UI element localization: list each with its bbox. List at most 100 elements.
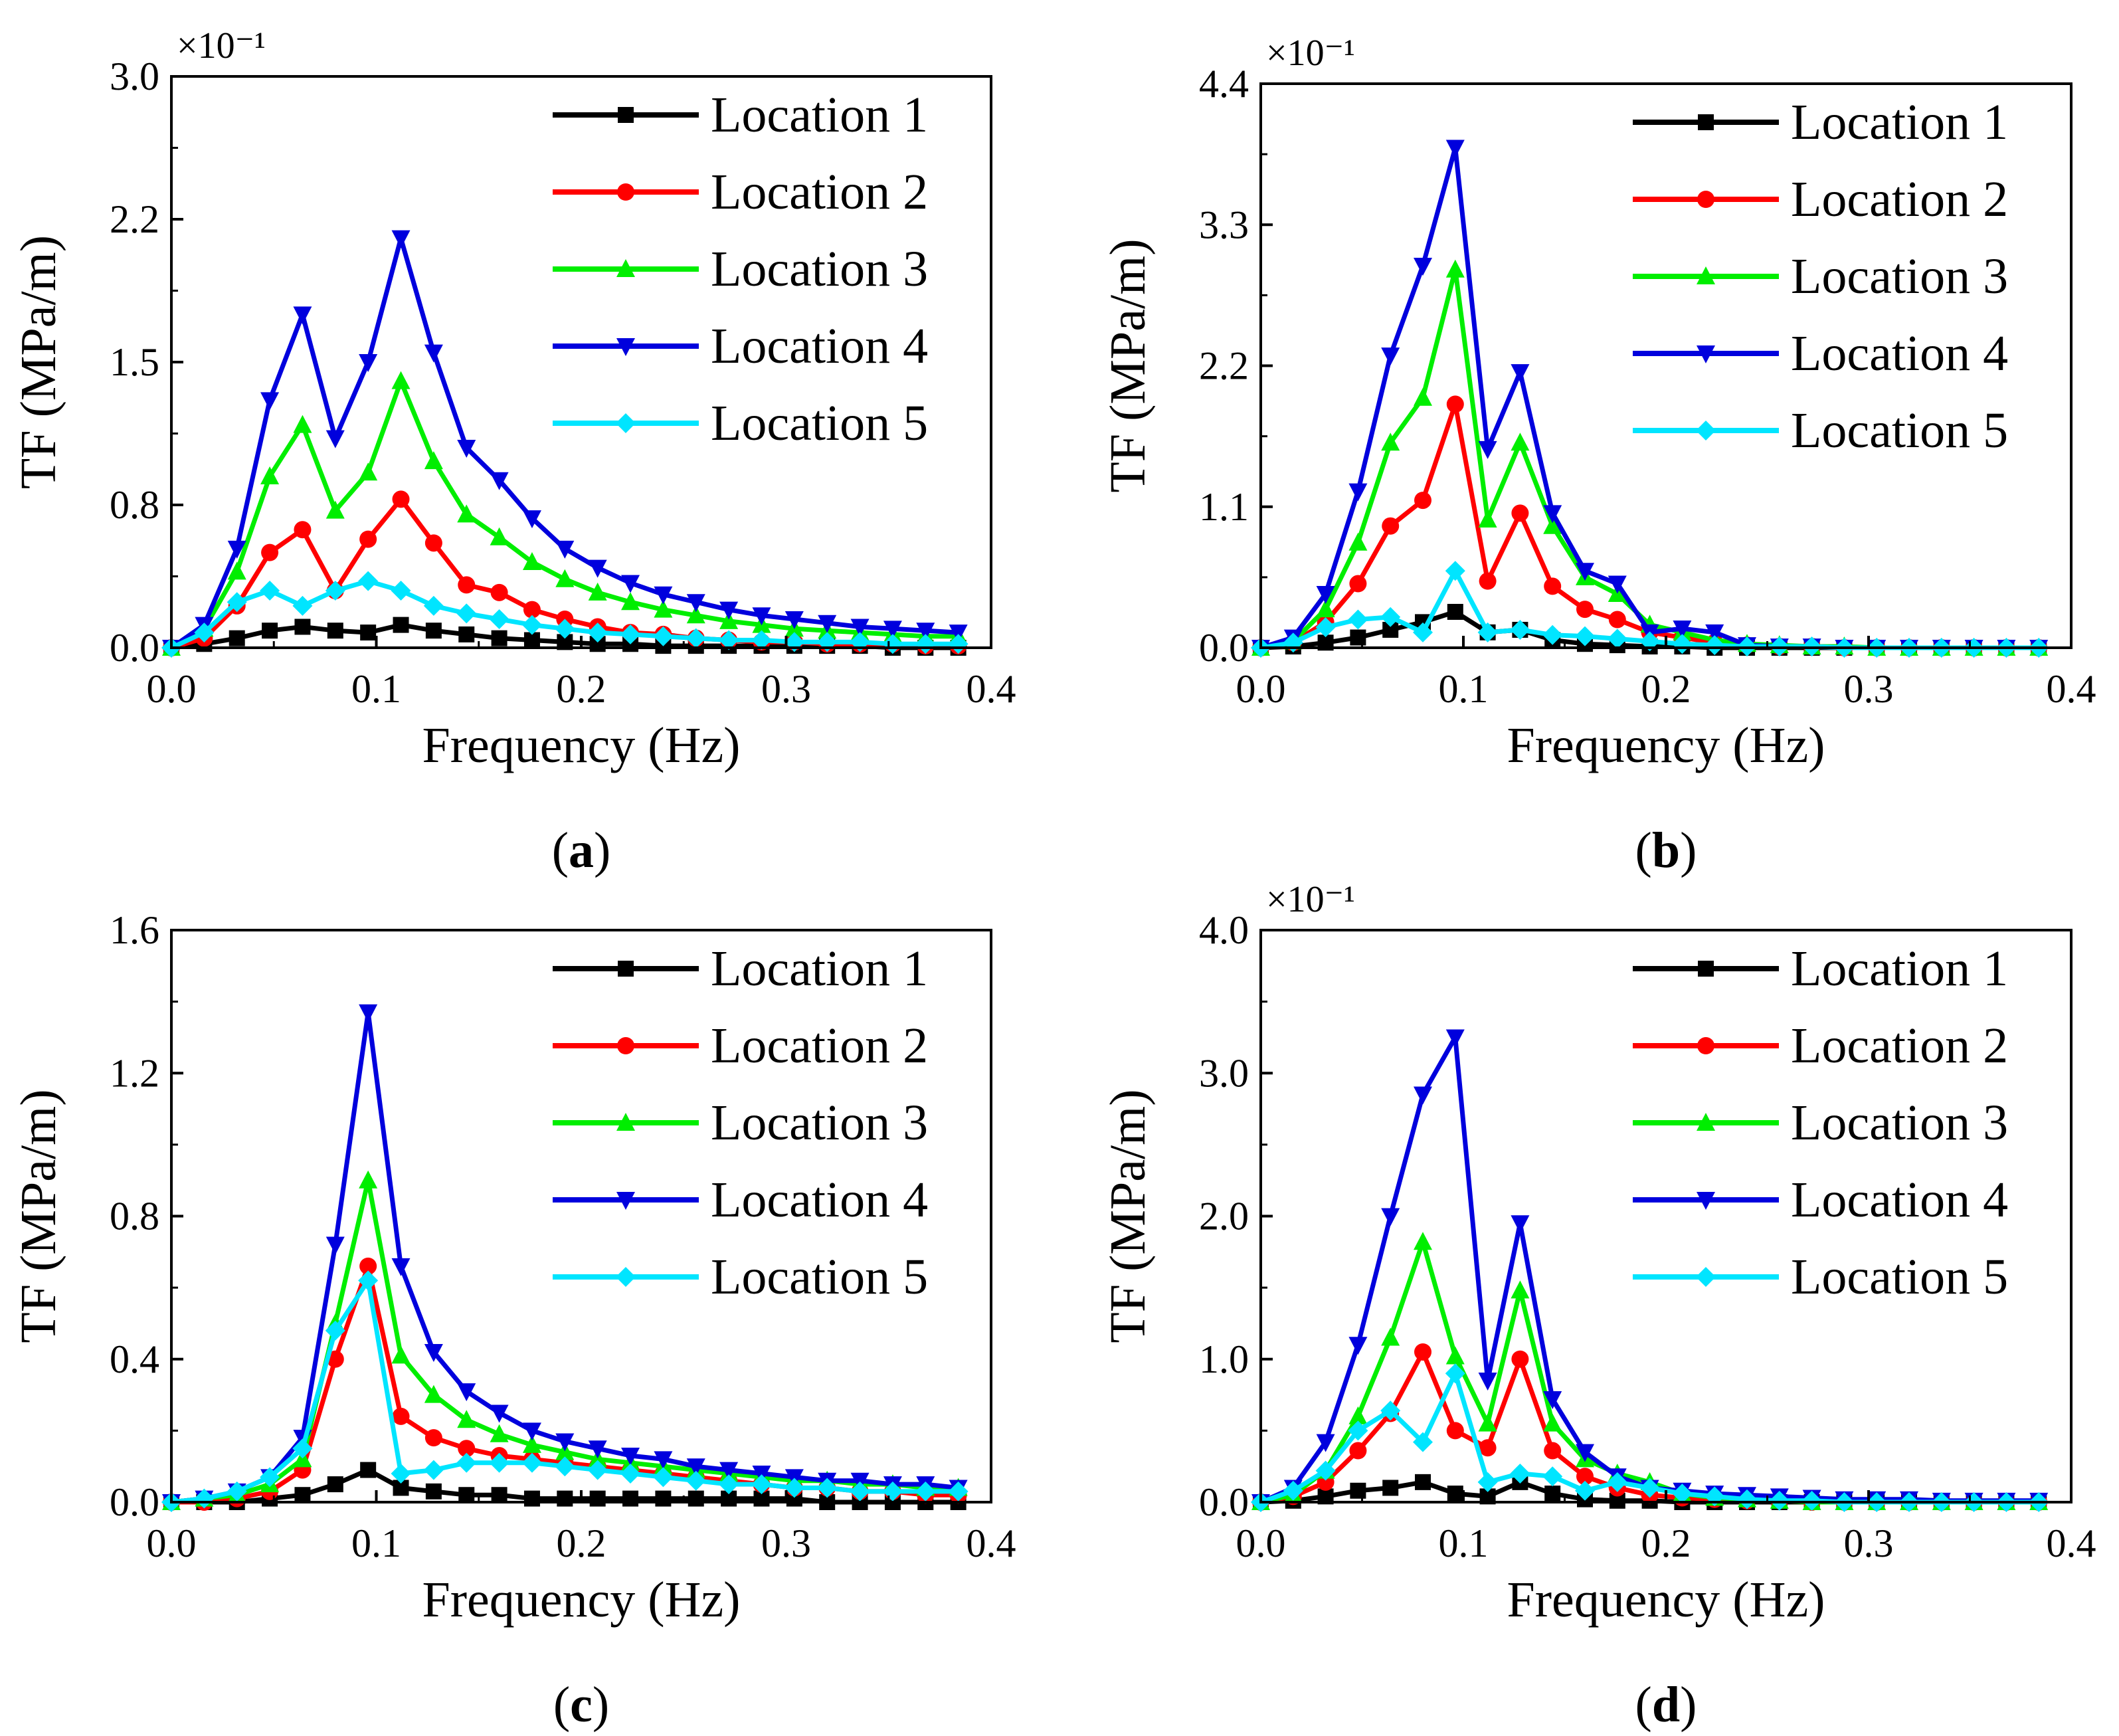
data-point xyxy=(489,609,509,629)
data-point xyxy=(1350,1482,1366,1499)
data-point xyxy=(751,630,772,650)
legend-entry-2: Location 2 xyxy=(553,1018,928,1074)
data-point xyxy=(653,1467,674,1488)
legend-label: Location 3 xyxy=(711,1095,928,1151)
data-point xyxy=(293,415,312,433)
data-point xyxy=(1543,516,1562,534)
x-tick-label: 0.4 xyxy=(2047,667,2096,711)
data-point xyxy=(523,1490,540,1507)
data-point xyxy=(424,451,443,470)
data-point xyxy=(522,1434,541,1453)
data-point xyxy=(491,630,507,646)
legend-label: Location 2 xyxy=(711,1018,928,1074)
data-point xyxy=(1380,607,1401,627)
axis-multiplier: ×10⁻¹ xyxy=(1266,879,1355,920)
data-point xyxy=(686,594,705,613)
x-tick-label: 0.3 xyxy=(1844,1521,1894,1565)
data-point xyxy=(621,592,640,611)
data-point xyxy=(883,621,902,639)
data-point xyxy=(587,1460,608,1480)
legend-marker xyxy=(1696,421,1716,440)
x-axis-label: Frequency (Hz) xyxy=(422,1572,740,1628)
chart-panel-c: 0.0 0.1 0.2 0.3 0.4 0.0 0.4 0.8 1.2 1.6 Frequency … xyxy=(11,908,1016,1733)
y-tick-label: 0.4 xyxy=(110,1337,159,1381)
data-point xyxy=(1543,1413,1562,1432)
data-point xyxy=(1608,575,1627,594)
legend-marker xyxy=(616,1192,635,1210)
y-tick-label: 0.0 xyxy=(110,626,159,670)
data-point xyxy=(227,592,247,613)
legend-entry-1: Location 1 xyxy=(553,941,928,997)
data-point xyxy=(1511,1215,1530,1234)
data-point xyxy=(360,1462,377,1478)
legend-label: Location 4 xyxy=(711,1172,928,1228)
data-point xyxy=(393,617,409,633)
data-point xyxy=(1414,1343,1431,1361)
data-point xyxy=(1382,1480,1399,1496)
x-tick-label: 0.1 xyxy=(351,667,401,711)
data-point xyxy=(654,586,673,605)
legend-entry-5: Location 5 xyxy=(1633,403,2008,458)
data-point xyxy=(523,601,541,619)
data-point xyxy=(916,623,935,641)
data-point xyxy=(424,344,443,363)
data-point xyxy=(1576,1444,1594,1462)
legend-marker xyxy=(1697,345,1715,363)
data-point xyxy=(850,619,870,637)
x-axis-label: Frequency (Hz) xyxy=(1507,1572,1825,1628)
data-point xyxy=(521,615,542,635)
data-point xyxy=(1447,1486,1463,1502)
data-point xyxy=(588,582,607,601)
data-point xyxy=(456,603,477,624)
series-5 xyxy=(161,1270,968,1512)
data-point xyxy=(654,1451,673,1470)
data-point xyxy=(1477,622,1498,642)
data-point xyxy=(424,1343,443,1362)
data-point xyxy=(424,534,442,552)
legend-entry-2: Location 2 xyxy=(1633,1018,2008,1074)
y-axis-label: TF (MPa/m) xyxy=(1100,239,1156,492)
data-point xyxy=(489,1452,509,1473)
data-point xyxy=(325,500,345,519)
data-point xyxy=(1544,577,1562,595)
data-point xyxy=(1479,1439,1497,1457)
data-point xyxy=(391,1463,411,1484)
data-point xyxy=(325,430,345,448)
data-point xyxy=(1511,433,1530,451)
data-point xyxy=(522,510,541,529)
data-point xyxy=(1478,510,1497,528)
data-point xyxy=(1348,1406,1368,1424)
data-point xyxy=(490,1424,509,1442)
legend-marker xyxy=(616,1113,635,1131)
data-point xyxy=(359,1004,378,1022)
data-point xyxy=(555,619,575,639)
data-point xyxy=(850,1481,870,1501)
data-point xyxy=(490,472,509,490)
data-point xyxy=(458,1440,476,1458)
data-point xyxy=(751,1474,772,1495)
legend-entry-2: Location 2 xyxy=(553,164,928,220)
data-point xyxy=(686,1458,705,1477)
data-point xyxy=(391,230,411,248)
data-point xyxy=(1348,1420,1368,1441)
x-tick-label: 0.2 xyxy=(557,667,606,711)
data-point xyxy=(620,624,641,644)
data-point xyxy=(688,1490,704,1507)
data-point xyxy=(949,625,968,643)
data-point xyxy=(1445,1363,1465,1384)
legend-label: Location 3 xyxy=(1791,1095,2008,1151)
x-tick-label: 0.4 xyxy=(2047,1521,2096,1565)
data-point xyxy=(294,521,312,539)
data-point xyxy=(425,1483,442,1499)
chart-panel-d: 0.0 0.1 0.2 0.3 0.4 0.0 1.0 2.0 3.0 4.0 ×10⁻¹ Frequ… xyxy=(1100,879,2096,1733)
data-point xyxy=(1316,1434,1335,1452)
data-point xyxy=(1542,1466,1563,1487)
data-point xyxy=(1381,1327,1400,1346)
data-point xyxy=(292,595,313,616)
data-point xyxy=(229,630,245,646)
data-point xyxy=(391,1345,411,1364)
data-point xyxy=(621,575,640,593)
caption-paren: ( xyxy=(1635,822,1652,878)
data-point xyxy=(752,607,771,626)
